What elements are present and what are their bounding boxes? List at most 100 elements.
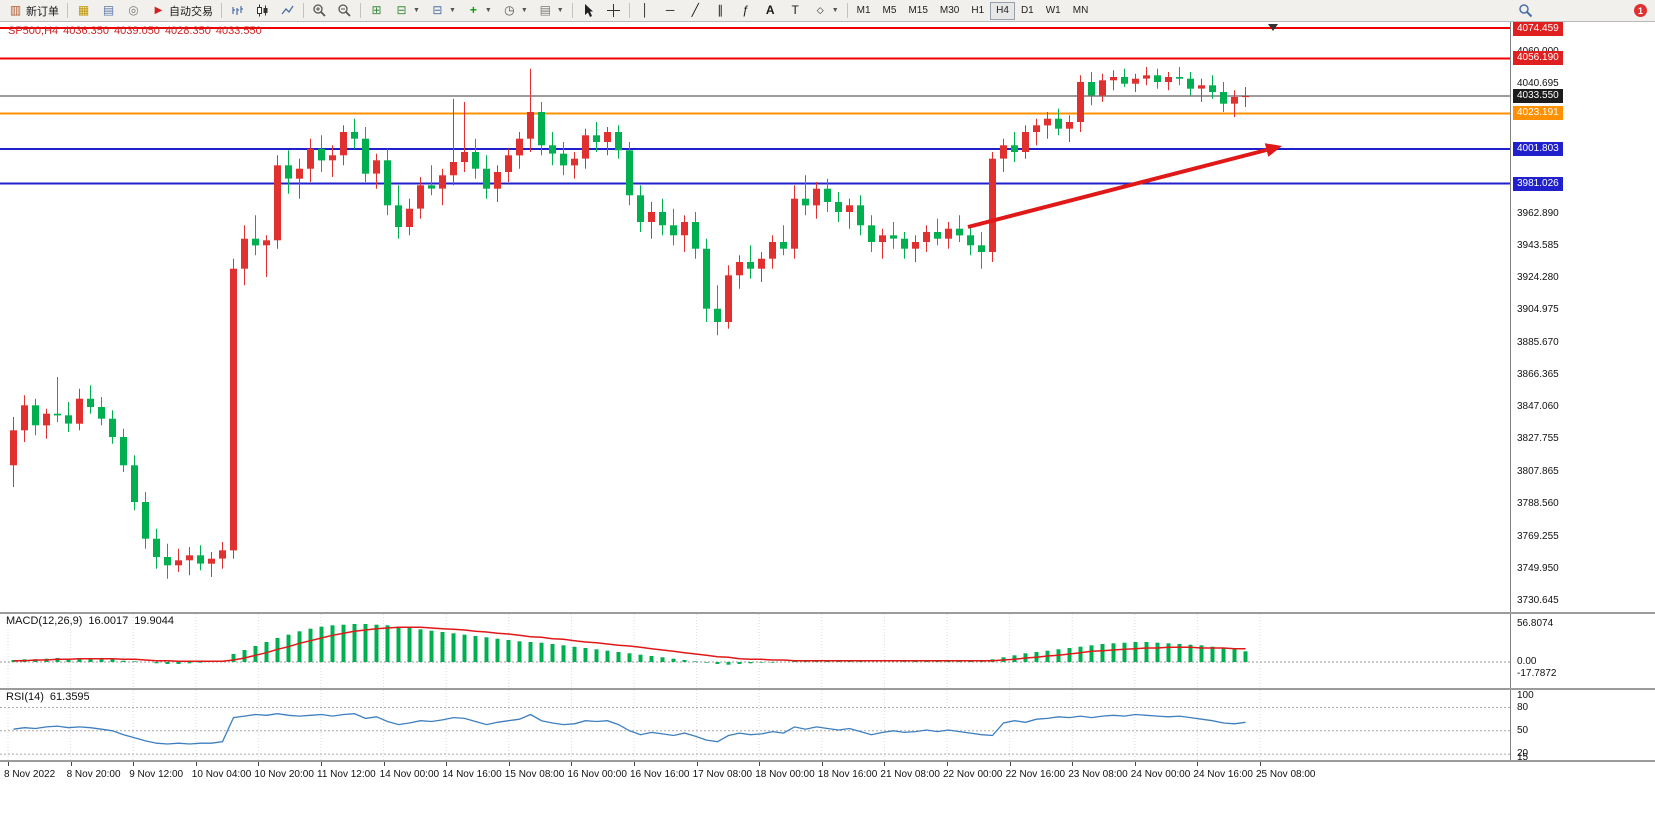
price-badge: 4033.550 xyxy=(1513,89,1563,104)
time-label: 24 Nov 16:00 xyxy=(1193,769,1253,780)
zoom-out-icon xyxy=(337,3,352,18)
template-icon: ▤ xyxy=(539,3,551,17)
time-label: 23 Nov 08:00 xyxy=(1068,769,1128,780)
crosshair-button[interactable] xyxy=(601,1,626,21)
timeframe-button-m5[interactable]: M5 xyxy=(877,2,903,20)
rsi-scale-label: 50 xyxy=(1517,724,1529,736)
timeframe-button-d1[interactable]: D1 xyxy=(1015,2,1040,20)
time-tick xyxy=(195,762,197,766)
macd-canvas xyxy=(0,614,1510,688)
time-label: 17 Nov 08:00 xyxy=(692,769,753,780)
time-tick xyxy=(1260,762,1261,766)
macd-label: MACD(12,26,9) 16.0017 19.9044 xyxy=(6,615,180,627)
time-label: 14 Nov 00:00 xyxy=(379,769,440,780)
time-tick xyxy=(258,762,260,766)
indicators-button[interactable]: + ▼ xyxy=(461,1,497,21)
timeframe-button-m15[interactable]: M15 xyxy=(902,2,933,20)
periods-button[interactable]: ◷ ▼ xyxy=(497,1,533,21)
candlestick-chart-button[interactable] xyxy=(250,1,275,21)
time-label: 10 Nov 20:00 xyxy=(254,769,314,780)
timeframe-button-m1[interactable]: M1 xyxy=(851,2,877,20)
rsi-name: RSI(14) xyxy=(6,691,44,703)
time-tick xyxy=(1072,762,1074,766)
toolbar-divider xyxy=(303,3,304,18)
chart-shift-marker[interactable] xyxy=(1268,24,1278,31)
toolbar-divider xyxy=(67,3,68,18)
price-axis[interactable]: 4060.0004040.6953962.8903943.5853924.280… xyxy=(1510,22,1655,785)
panel-separator[interactable] xyxy=(0,688,1655,690)
toolbar-divider xyxy=(360,3,361,18)
price-label: 3924.280 xyxy=(1517,272,1559,284)
timeframe-button-h4[interactable]: H4 xyxy=(990,1,1015,20)
new-order-button[interactable]: ▥ 新订单 xyxy=(3,1,64,21)
toolbar-divider xyxy=(571,3,573,18)
fibonacci-icon: ƒ xyxy=(741,3,749,17)
ohlc-low: 4028.350 xyxy=(164,25,211,37)
price-label: 3904.975 xyxy=(1517,304,1559,316)
zoom-out-button[interactable] xyxy=(332,1,357,21)
print-button[interactable]: ▤ xyxy=(96,1,121,21)
search-button[interactable] xyxy=(1513,1,1538,21)
price-label: 3847.060 xyxy=(1517,400,1559,412)
rsi-canvas xyxy=(0,690,1510,760)
ohlc-close: 4033.550 xyxy=(215,25,262,37)
dropdown-arrow-icon: ▼ xyxy=(413,7,420,14)
time-tick xyxy=(383,762,385,766)
arrows-button[interactable]: ◇ ▼ xyxy=(808,1,844,21)
notification-badge[interactable]: 1 xyxy=(1634,4,1647,17)
zoom-in-button[interactable] xyxy=(307,1,332,21)
trendline-button[interactable]: ╱ xyxy=(683,1,708,21)
chart-windows-button[interactable]: ▦ xyxy=(71,1,96,21)
bar-chart-icon xyxy=(230,3,245,18)
text-icon: A xyxy=(765,3,775,17)
macd-panel: MACD(12,26,9) 16.0017 19.9044 xyxy=(0,614,1510,688)
time-axis[interactable]: 8 Nov 2022 8 Nov 20:00 9 Nov 12:00 10 Nov 0… xyxy=(0,762,1655,785)
cursor-button[interactable] xyxy=(576,1,601,21)
symbol-info: SP500,H4 4036.350 4039.050 4028.350 4033.550 xyxy=(8,25,267,37)
time-tick xyxy=(446,762,448,766)
timeframe-button-mn[interactable]: MN xyxy=(1067,2,1095,20)
alerts-button[interactable]: ◎ xyxy=(121,1,146,21)
time-label: 11 Nov 12:00 xyxy=(317,769,376,780)
dropdown-arrow-icon: ▼ xyxy=(448,7,456,14)
toolbar-divider xyxy=(628,3,630,18)
auto-trading-button[interactable]: ▶ 自动交易 xyxy=(146,1,218,21)
horizontal-line-button[interactable]: ─ xyxy=(658,1,683,21)
vertical-line-button[interactable]: │ xyxy=(633,1,658,21)
time-label: 10 Nov 04:00 xyxy=(191,769,252,780)
bar-chart-button[interactable] xyxy=(225,1,250,21)
time-tick xyxy=(821,762,823,766)
new-chart-button[interactable]: ⊟ ▼ xyxy=(389,1,425,21)
panel-separator[interactable] xyxy=(0,760,1655,762)
timeframe-button-h1[interactable]: H1 xyxy=(965,2,990,20)
timeframe-button-m30[interactable]: M30 xyxy=(934,2,965,20)
print-icon: ▤ xyxy=(102,3,115,17)
time-label: 24 Nov 00:00 xyxy=(1130,769,1191,780)
price-label: 3749.950 xyxy=(1517,562,1559,574)
rsi-label: RSI(14) 61.3595 xyxy=(6,691,96,703)
text-button[interactable]: A xyxy=(758,1,783,21)
chart-windows-icon: ▦ xyxy=(77,3,90,17)
macd-name: MACD(12,26,9) xyxy=(6,615,83,627)
price-label: 4040.695 xyxy=(1517,78,1559,90)
time-tick xyxy=(947,762,948,766)
macd-scale-label: 56.8074 xyxy=(1517,618,1554,630)
vertical-line-icon: │ xyxy=(641,3,649,17)
rsi-scale-label: 15 xyxy=(1517,751,1529,763)
main-chart-canvas[interactable] xyxy=(0,22,1510,612)
time-label: 22 Nov 00:00 xyxy=(943,769,1003,780)
channel-button[interactable]: ∥ xyxy=(708,1,733,21)
text-label-button[interactable]: T xyxy=(783,1,808,21)
templates-button[interactable]: ▤ ▼ xyxy=(533,1,569,21)
new-order-icon: ▥ xyxy=(9,3,22,17)
line-chart-button[interactable] xyxy=(275,1,300,21)
tile-windows-button[interactable]: ⊞ xyxy=(364,1,389,21)
timeframe-button-w1[interactable]: W1 xyxy=(1040,2,1067,20)
panel-separator[interactable] xyxy=(0,612,1655,614)
time-label: 18 Nov 16:00 xyxy=(817,769,878,780)
time-label: 8 Nov 2022 xyxy=(4,769,56,780)
price-badge: 4001.803 xyxy=(1513,141,1563,156)
tile-windows-icon: ⊞ xyxy=(371,3,382,17)
profiles-button[interactable]: ⊟ ▼ xyxy=(425,1,461,21)
fibonacci-button[interactable]: ƒ xyxy=(733,1,758,21)
